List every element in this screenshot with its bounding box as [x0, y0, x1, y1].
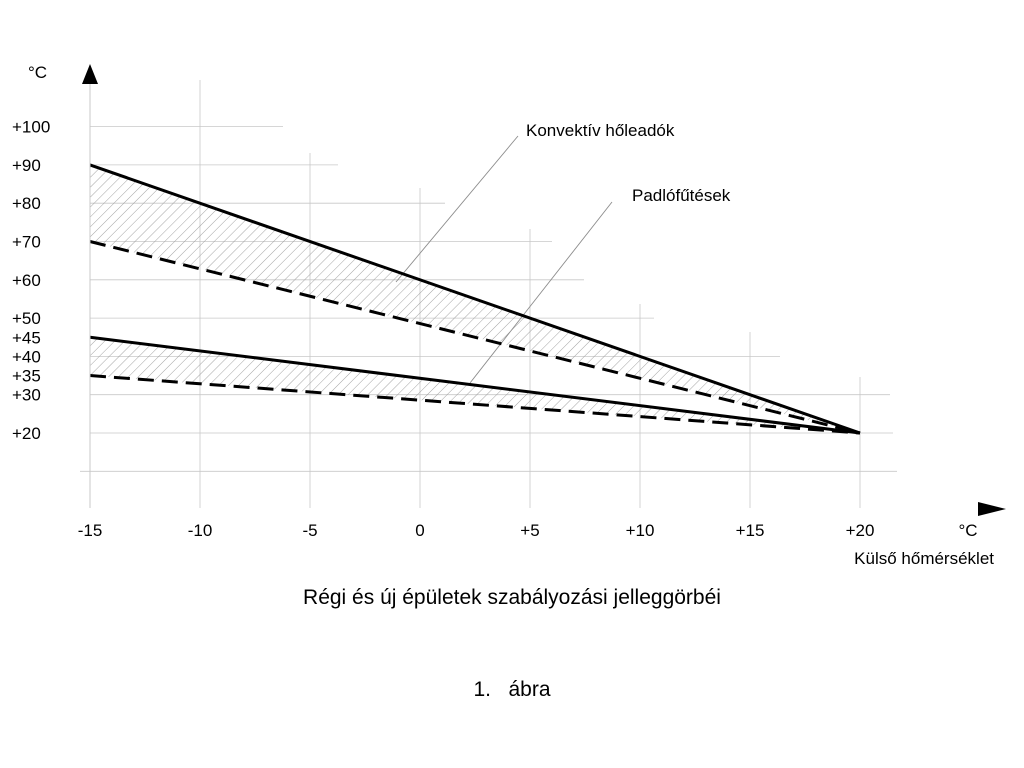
leader-line-padlofutes — [469, 201, 613, 384]
series-line-3-dashed — [89, 374, 861, 435]
x-tick-label: +15 — [736, 521, 765, 540]
y-tick-label: +50 — [12, 309, 41, 328]
annotations: Konvektív hőleadók Padlófűtések — [526, 121, 731, 205]
annotation-leaders — [395, 135, 613, 384]
axes: °C °C Külső hőmérséklet — [28, 63, 1006, 568]
y-tick-label: +100 — [12, 118, 50, 137]
series-line-0-solid — [89, 163, 861, 435]
series-line-1-dashed — [89, 240, 861, 435]
y-tick-label: +45 — [12, 328, 41, 347]
annotation-padlofutes: Padlófűtések — [632, 186, 731, 205]
x-tick-label: -10 — [188, 521, 213, 540]
chart: °C °C Külső hőmérséklet +20+30+35+40+45+… — [12, 63, 1006, 568]
x-tick-label: +10 — [626, 521, 655, 540]
series-line-2-solid — [89, 335, 861, 435]
x-tick-label: 0 — [415, 521, 424, 540]
grid — [80, 80, 897, 508]
figure-label: ábra — [508, 678, 551, 701]
y-axis-unit: °C — [28, 63, 47, 82]
y-axis-arrow-icon — [82, 64, 98, 84]
x-axis-label: Külső hőmérséklet — [854, 549, 994, 568]
x-tick-label: +20 — [846, 521, 875, 540]
y-tick-label: +35 — [12, 367, 41, 386]
y-tick-label: +40 — [12, 347, 41, 366]
y-tick-label: +20 — [12, 424, 41, 443]
x-tick-label: +5 — [520, 521, 539, 540]
annotation-konvektiv: Konvektív hőleadók — [526, 121, 675, 140]
series-lines — [89, 163, 861, 435]
x-axis-unit: °C — [958, 521, 977, 540]
tick-labels: +20+30+35+40+45+50+60+70+80+90+100-15 -10… — [12, 118, 874, 540]
leader-line-konvektiv — [395, 135, 519, 283]
y-tick-label: +80 — [12, 194, 41, 213]
figure-number-line: 1. ábra — [0, 678, 1024, 702]
y-tick-label: +90 — [12, 156, 41, 175]
y-tick-label: +30 — [12, 386, 41, 405]
x-axis-arrow-icon — [978, 502, 1006, 516]
x-tick-label: -15 — [78, 521, 103, 540]
x-tick-label: -5 — [302, 521, 317, 540]
figure-number: 1. — [473, 678, 491, 701]
figure-title: Régi és új épületek szabályozási jellegg… — [303, 586, 721, 609]
y-tick-label: +60 — [12, 271, 41, 290]
y-tick-label: +70 — [12, 233, 41, 252]
